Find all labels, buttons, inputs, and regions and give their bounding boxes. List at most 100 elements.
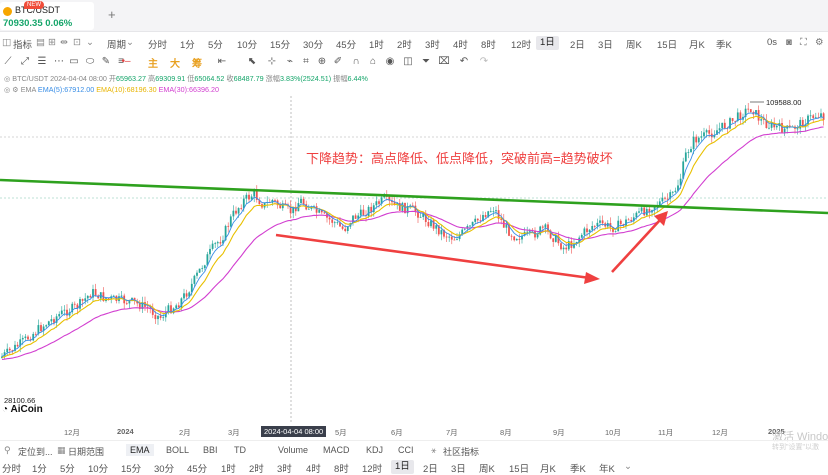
bottom-period-12[interactable]: 12时: [362, 464, 383, 475]
cursor-icon[interactable]: ⬉: [247, 56, 257, 67]
indicator-boll[interactable]: BOLL: [166, 445, 190, 455]
period-9[interactable]: 3时: [425, 40, 440, 51]
zoom-icon[interactable]: ⊕: [317, 56, 327, 67]
shape-tool-icon[interactable]: ⬭: [85, 56, 95, 67]
chevron-down-icon[interactable]: ⌄: [126, 37, 134, 48]
period-8[interactable]: 2时: [397, 40, 412, 51]
bottom-period-19[interactable]: 季K: [570, 464, 586, 475]
bottom-period-2[interactable]: 5分: [60, 464, 75, 475]
bottom-period-7[interactable]: 1时: [221, 464, 236, 475]
indicator-td[interactable]: TD: [234, 445, 246, 455]
period-3[interactable]: 10分: [237, 40, 258, 51]
eye-icon[interactable]: ◉: [385, 56, 395, 67]
brush-icon[interactable]: ✐: [333, 56, 343, 67]
camera-icon[interactable]: ◙: [786, 37, 792, 48]
rect-tool-icon[interactable]: ▭: [69, 56, 79, 67]
bottom-period-14[interactable]: 2日: [423, 464, 438, 475]
hline-tool-icon[interactable]: ☰: [37, 56, 47, 67]
community-indicators[interactable]: 社区指标: [443, 447, 480, 457]
bottom-period-0[interactable]: 分时: [2, 464, 22, 475]
main-indicator-button[interactable]: 主: [148, 59, 158, 70]
fullscreen-icon[interactable]: ⛶: [800, 37, 807, 48]
bottom-period-5[interactable]: 30分: [154, 464, 175, 475]
bottom-period-15[interactable]: 3日: [451, 464, 466, 475]
bottom-period-13[interactable]: 1日: [391, 460, 414, 474]
indicator-menu-icon[interactable]: ◫: [2, 37, 11, 48]
chip-indicator-button[interactable]: 筹: [192, 59, 202, 70]
bottom-period-3[interactable]: 10分: [88, 464, 109, 475]
settings-icon[interactable]: ⚙: [12, 85, 19, 94]
big-indicator-button[interactable]: 大: [170, 59, 180, 70]
period-19[interactable]: 季K: [716, 40, 732, 51]
lock-icon[interactable]: ⌂: [369, 56, 377, 67]
eye-icon[interactable]: ◎: [4, 85, 11, 94]
arrows-icon[interactable]: ⇹: [60, 37, 68, 48]
indicator-macd[interactable]: MACD: [323, 445, 350, 455]
period-16[interactable]: 周K: [626, 40, 642, 51]
period-11[interactable]: 8时: [481, 40, 496, 51]
period-13[interactable]: 1日: [536, 36, 559, 50]
bottom-period-8[interactable]: 2时: [249, 464, 264, 475]
settings-icon[interactable]: ⚙: [815, 37, 824, 48]
ruler-icon[interactable]: ⌗: [303, 56, 309, 67]
period-12[interactable]: 12时: [511, 40, 532, 51]
period-14[interactable]: 2日: [570, 40, 585, 51]
period-0[interactable]: 分时: [148, 40, 168, 51]
period-10[interactable]: 4时: [453, 40, 468, 51]
period-18[interactable]: 月K: [689, 40, 705, 51]
chevron-down-icon[interactable]: ⌄: [624, 461, 632, 472]
compare-icon[interactable]: ⊞: [48, 37, 56, 48]
undo-icon[interactable]: ↶: [459, 56, 469, 67]
collapse-icon[interactable]: ⇤: [217, 56, 227, 67]
period-7[interactable]: 1时: [369, 40, 384, 51]
scale-icon[interactable]: ⊡: [73, 37, 81, 48]
period-4[interactable]: 15分: [270, 40, 291, 51]
period-5[interactable]: 30分: [303, 40, 324, 51]
cycle-menu[interactable]: 周期: [107, 40, 127, 51]
indicator-bbi[interactable]: BBI: [203, 445, 218, 455]
bottom-period-20[interactable]: 年K: [599, 464, 615, 475]
crosshair-icon[interactable]: ⊹: [267, 56, 277, 67]
trendline[interactable]: [0, 178, 828, 215]
channel-tool-icon[interactable]: ⋯: [54, 56, 64, 67]
layout-icon[interactable]: ▤: [36, 37, 45, 48]
bottom-period-1[interactable]: 1分: [32, 464, 47, 475]
date-range-button[interactable]: 日期范围: [68, 447, 105, 457]
bottom-period-9[interactable]: 3时: [277, 464, 292, 475]
indicator-ema[interactable]: EMA: [126, 444, 154, 456]
period-6[interactable]: 45分: [336, 40, 357, 51]
pen-tool-icon[interactable]: ✎: [101, 56, 111, 67]
community-icon[interactable]: ⚹: [431, 445, 437, 455]
indicator-kdj[interactable]: KDJ: [366, 445, 384, 455]
bottom-period-18[interactable]: 月K: [540, 464, 556, 475]
indicator-cci[interactable]: CCI: [398, 445, 414, 455]
trash-icon[interactable]: ⌧: [438, 56, 450, 67]
bottom-period-6[interactable]: 45分: [187, 464, 208, 475]
bottom-period-16[interactable]: 周K: [479, 464, 495, 475]
locate-button[interactable]: 定位到...: [18, 447, 53, 457]
layers-icon[interactable]: ◫: [403, 56, 413, 67]
fib-tool-icon[interactable]: ≡: [118, 56, 124, 67]
period-2[interactable]: 5分: [208, 40, 223, 51]
chevron-down-icon[interactable]: ⌄: [86, 37, 94, 48]
record-tool-icon[interactable]: •–: [121, 56, 131, 67]
indicator-menu[interactable]: 指标: [13, 40, 33, 51]
bottom-period-10[interactable]: 4时: [306, 464, 321, 475]
bottom-period-4[interactable]: 15分: [121, 464, 142, 475]
magnet-icon[interactable]: ∩: [352, 56, 360, 67]
symbol-tab[interactable]: BTC/USDT NEW 70930.35 0.06%: [0, 1, 94, 30]
link-icon[interactable]: ⌁: [286, 56, 294, 67]
filter-icon[interactable]: ⏷: [422, 56, 430, 67]
indicator-volume[interactable]: Volume: [278, 445, 309, 455]
period-15[interactable]: 3日: [598, 40, 613, 51]
redo-icon[interactable]: ↷: [479, 56, 489, 67]
line-tool-icon[interactable]: ⟋: [4, 56, 12, 67]
add-tab-button[interactable]: +: [108, 7, 116, 22]
period-1[interactable]: 1分: [180, 40, 195, 51]
locate-icon[interactable]: ⚲: [4, 445, 11, 455]
period-17[interactable]: 15日: [657, 40, 678, 51]
calendar-icon[interactable]: ▦: [57, 445, 66, 455]
bottom-period-17[interactable]: 15日: [509, 464, 530, 475]
candlestick-chart[interactable]: 下降趋势：高点降低、低点降低，突破前高=趋势破坏 109588.00 28100…: [0, 96, 828, 424]
bottom-period-11[interactable]: 8时: [334, 464, 349, 475]
